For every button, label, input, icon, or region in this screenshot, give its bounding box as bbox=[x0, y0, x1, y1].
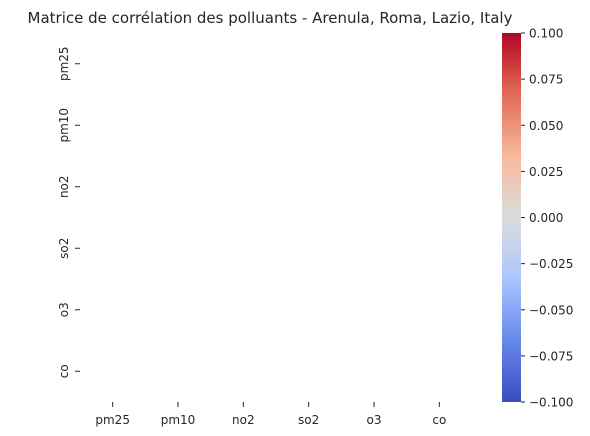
heatmap-cell bbox=[341, 33, 406, 95]
heatmap-cell bbox=[341, 341, 406, 403]
heatmap-cell bbox=[211, 341, 276, 403]
x-axis: pm25 pm10 no2 so2 o3 co bbox=[95, 402, 446, 427]
chart-title: Matrice de corrélation des polluants - A… bbox=[28, 9, 513, 27]
heatmap-cell bbox=[80, 156, 145, 218]
heatmap-cell bbox=[80, 95, 145, 157]
heatmap-cell bbox=[407, 95, 472, 157]
y-tick-label: pm25 bbox=[57, 46, 71, 81]
heatmap-cell bbox=[211, 95, 276, 157]
colorbar-tick-label: 0.050 bbox=[529, 119, 563, 133]
y-tick-label: pm10 bbox=[57, 108, 71, 143]
heatmap-cell bbox=[145, 156, 210, 218]
heatmap-cell bbox=[407, 341, 472, 403]
heatmap-cell bbox=[211, 156, 276, 218]
colorbar-tick-label: −0.075 bbox=[529, 349, 573, 363]
y-tick-label: no2 bbox=[57, 175, 71, 198]
x-tick-label: o3 bbox=[367, 413, 382, 427]
heatmap-cell bbox=[276, 341, 341, 403]
heatmap-cell bbox=[80, 341, 145, 403]
heatmap-cell bbox=[407, 33, 472, 95]
y-axis: pm25 pm10 no2 so2 o3 co bbox=[57, 46, 80, 378]
colorbar-tick-label: −0.100 bbox=[529, 396, 573, 410]
heatmap-cell bbox=[145, 95, 210, 157]
heatmap-cell bbox=[211, 279, 276, 341]
x-tick-label: no2 bbox=[232, 413, 255, 427]
colorbar-tick-label: −0.025 bbox=[529, 257, 573, 271]
plot-area bbox=[80, 33, 472, 402]
x-tick-label: co bbox=[432, 413, 446, 427]
colorbar-tick-label: 0.000 bbox=[529, 211, 563, 225]
colorbar-tick-label: 0.100 bbox=[529, 27, 563, 41]
colorbar-tick-label: −0.050 bbox=[529, 303, 573, 317]
heatmap-cell bbox=[407, 156, 472, 218]
heatmap-cell bbox=[145, 279, 210, 341]
heatmap-cell bbox=[341, 279, 406, 341]
y-tick-label: co bbox=[57, 364, 71, 378]
y-tick-label: o3 bbox=[57, 302, 71, 317]
heatmap-cell bbox=[80, 218, 145, 280]
x-tick-label: pm25 bbox=[95, 413, 130, 427]
heatmap-cell bbox=[276, 33, 341, 95]
heatmap-cell bbox=[211, 218, 276, 280]
heatmap-cell bbox=[407, 279, 472, 341]
colorbar-gradient bbox=[502, 33, 521, 402]
heatmap-cell bbox=[276, 95, 341, 157]
colorbar-tick-label: 0.075 bbox=[529, 73, 563, 87]
heatmap-cell bbox=[276, 156, 341, 218]
heatmap-cell bbox=[145, 341, 210, 403]
heatmap-cell bbox=[341, 218, 406, 280]
heatmap-cell bbox=[211, 33, 276, 95]
heatmap-cell bbox=[341, 95, 406, 157]
y-tick-label: so2 bbox=[57, 238, 71, 259]
heatmap-cell bbox=[276, 218, 341, 280]
colorbar: 0.100 0.075 0.050 0.025 0.000 −0.025 −0.050 −0.… bbox=[502, 27, 573, 410]
heatmap-cell bbox=[145, 33, 210, 95]
heatmap-cell bbox=[80, 279, 145, 341]
colorbar-tick-label: 0.025 bbox=[529, 165, 563, 179]
heatmap-cell bbox=[80, 33, 145, 95]
x-tick-label: so2 bbox=[298, 413, 319, 427]
heatmap-cell bbox=[145, 218, 210, 280]
x-tick-label: pm10 bbox=[161, 413, 196, 427]
heatmap-cell bbox=[341, 156, 406, 218]
heatmap-cell bbox=[276, 279, 341, 341]
heatmap-cell bbox=[407, 218, 472, 280]
